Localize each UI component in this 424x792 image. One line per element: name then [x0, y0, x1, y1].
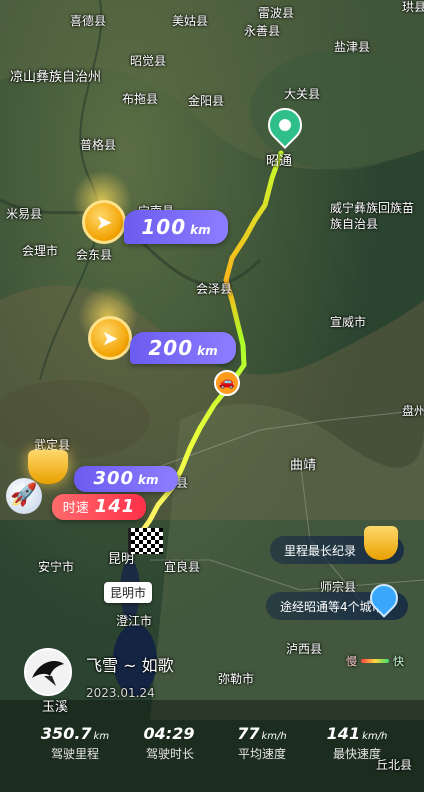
stat-label: 驾驶里程: [50, 747, 99, 761]
speed-label: 时速: [62, 501, 89, 516]
map-label: 弥勒市: [218, 672, 255, 686]
fuxian-lake: [113, 624, 157, 696]
stat-unit: km/h: [261, 731, 287, 742]
stat-unit: km: [93, 731, 110, 742]
map-label: 金阳县: [188, 94, 225, 108]
map-label: 澄江市: [116, 614, 153, 628]
milestone-200-badge[interactable]: 200 km: [130, 332, 236, 364]
user-name: 飞雪 ~ 如歌: [86, 656, 174, 675]
map-label: 师宗县: [320, 580, 357, 594]
trip-stats-bar: 350.7 km 驾驶里程 04:29 驾驶时长 77 km/h 平均速度 141 k…: [0, 720, 424, 792]
trophy-icon: [28, 450, 68, 484]
milestone-100-badge[interactable]: 100 km: [124, 210, 228, 244]
map-label: 宣威市: [330, 315, 367, 329]
avatar[interactable]: [24, 648, 72, 696]
medal-200-icon: ➤: [88, 316, 132, 360]
map-label: 威宁彝族回族苗族自治县: [330, 201, 415, 231]
map-label: 美姑县: [172, 14, 209, 28]
legend-fast: 快: [393, 655, 404, 668]
kunming-city-label: 昆明市: [110, 586, 147, 600]
stat-duration: 04:29 驾驶时长: [128, 724, 212, 762]
stat-label: 平均速度: [237, 747, 286, 761]
map-label: 会泽县: [196, 282, 233, 296]
map-label: 丘北县: [376, 758, 413, 772]
milestone-unit: km: [138, 473, 159, 487]
map-label: 会理市: [22, 244, 59, 258]
stat-value: 04:29: [143, 724, 195, 743]
map-label: 雷波县: [258, 6, 295, 20]
map-label: 县: [176, 476, 189, 490]
car-icon[interactable]: 🚗: [214, 370, 240, 396]
map-label: 武定县: [34, 438, 71, 452]
milestone-value: 200: [148, 336, 194, 360]
stat-label: 驾驶时长: [145, 747, 194, 761]
milestone-unit: km: [190, 223, 211, 237]
milestone-unit: km: [197, 344, 218, 358]
milestone-value: 300: [93, 468, 135, 489]
map-label: 盘州: [402, 404, 424, 418]
map-label: 珙县: [402, 0, 424, 14]
map-label: 安宁市: [38, 560, 75, 574]
map-label: 宜良县: [164, 560, 201, 574]
trip-date: 2023.01.24: [86, 686, 155, 700]
map-label: 盐津县: [334, 40, 371, 54]
stat-label: 最快速度: [332, 747, 381, 761]
stat-value: 77: [237, 724, 260, 743]
map-label: 昭觉县: [130, 54, 167, 68]
kunming-city-badge[interactable]: 昆明市: [104, 582, 153, 603]
map-label: 凉山彝族自治州: [10, 70, 102, 85]
map-label: 永善县: [244, 24, 281, 38]
map-label: 普格县: [80, 138, 117, 152]
stat-unit: km/h: [362, 731, 388, 742]
map-label: 布拖县: [122, 92, 159, 106]
map-label: 曲靖: [290, 458, 317, 473]
trophy-icon: [364, 526, 398, 560]
max-speed-badge[interactable]: 时速 141: [52, 494, 146, 520]
eagle-icon: [32, 660, 64, 686]
milestone-value: 100: [141, 215, 187, 239]
map-label: 米易县: [6, 207, 43, 221]
stat-value: 141: [326, 724, 361, 743]
map-label: 喜德县: [70, 14, 107, 28]
legend-slow: 慢: [346, 655, 357, 668]
stat-distance: 350.7 km 驾驶里程: [30, 724, 120, 762]
medal-100-icon: ➤: [82, 200, 126, 244]
map-label: 大关县: [284, 87, 321, 101]
stat-max-speed: 141 km/h 最快速度: [312, 724, 402, 762]
speed-value: 141: [94, 496, 136, 517]
milestone-300-badge[interactable]: 300 km: [74, 466, 178, 492]
cities-passed-text: 途经昭通等4个城市: [280, 599, 384, 614]
stat-average-speed: 77 km/h 平均速度: [220, 724, 304, 762]
map-label: 昆明: [108, 552, 135, 567]
stat-value: 350.7: [40, 724, 92, 743]
longest-record-text: 里程最长纪录: [284, 543, 357, 558]
map-label: 昭通: [266, 154, 293, 169]
finish-flag-icon: [128, 528, 163, 554]
map-label: 会东县: [76, 248, 113, 262]
map-label: 泸西县: [286, 642, 323, 656]
speed-legend-bar: [361, 659, 389, 663]
rocket-icon: 🚀: [6, 478, 42, 514]
map-label: 玉溪: [42, 700, 69, 715]
